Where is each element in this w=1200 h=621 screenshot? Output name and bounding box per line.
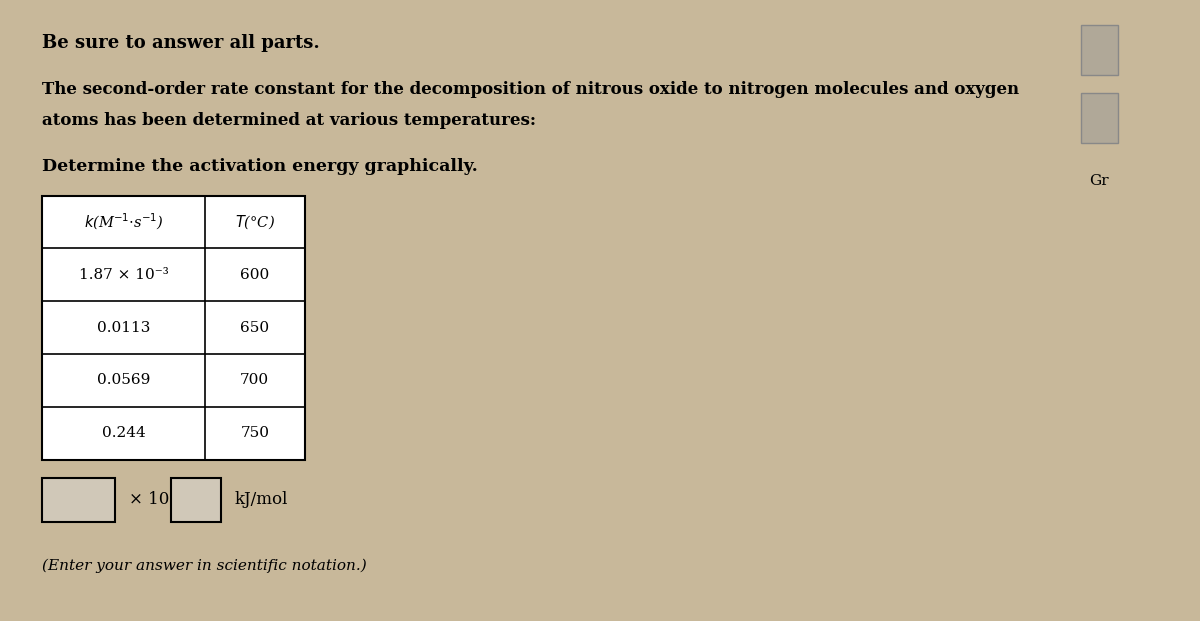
Text: $k$(M$^{-1}$$\cdot$s$^{-1}$): $k$(M$^{-1}$$\cdot$s$^{-1}$) [84,212,163,232]
Bar [42,478,115,522]
Text: (Enter your answer in scientific notation.): (Enter your answer in scientific notatio… [42,559,367,573]
Bar [1081,93,1117,143]
Text: 0.0113: 0.0113 [97,320,150,335]
Bar [170,478,221,522]
Text: 0.244: 0.244 [102,426,145,440]
Text: 750: 750 [240,426,269,440]
Text: $T$(°C): $T$(°C) [235,213,275,231]
Text: Gr: Gr [1090,174,1109,188]
Text: 650: 650 [240,320,269,335]
Bar [1081,25,1117,75]
Text: 0.0569: 0.0569 [97,373,150,388]
Text: 1.87 × 10⁻³: 1.87 × 10⁻³ [79,268,168,282]
Text: × 10: × 10 [128,491,169,509]
Text: atoms has been determined at various temperatures:: atoms has been determined at various tem… [42,112,536,129]
Bar [42,196,305,460]
Text: 600: 600 [240,268,270,282]
Text: Determine the activation energy graphically.: Determine the activation energy graphica… [42,158,479,175]
Text: The second-order rate constant for the decomposition of nitrous oxide to nitroge: The second-order rate constant for the d… [42,81,1020,97]
Text: kJ/mol: kJ/mol [235,491,288,509]
Text: 700: 700 [240,373,269,388]
Text: Be sure to answer all parts.: Be sure to answer all parts. [42,34,320,52]
